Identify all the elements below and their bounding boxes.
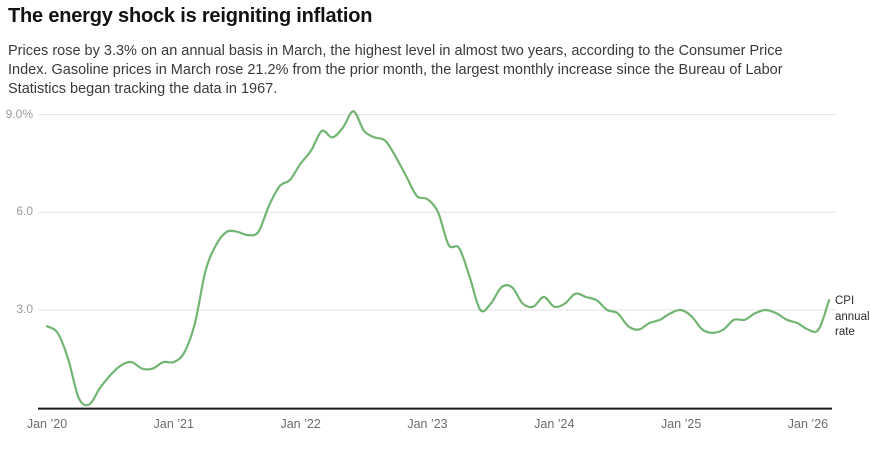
cpi-line: [45, 110, 831, 407]
chart-dek: Prices rose by 3.3% on an annual basis i…: [8, 42, 783, 99]
x-tick-label: Jan ’21: [153, 417, 194, 431]
dek-line-2: Index. Gasoline prices in March rose 21.…: [8, 62, 783, 78]
x-tick-label: Jan ’23: [407, 417, 448, 431]
x-tick-label: Jan ’24: [534, 417, 575, 431]
dek-line-1: Prices rose by 3.3% on an annual basis i…: [8, 43, 783, 59]
y-tick-label: 9.0%: [5, 106, 33, 121]
y-tick-label: 3.0: [16, 302, 33, 316]
x-tick-label: Jan ’26: [787, 417, 829, 431]
x-tick-label: Jan ’22: [280, 417, 321, 431]
dek-line-3: Statistics began tracking the data in 19…: [8, 81, 278, 97]
x-tick-label: Jan ’20: [26, 417, 68, 431]
y-tick-label: 6.0: [16, 204, 33, 219]
x-tick-label: Jan ’25: [660, 417, 702, 431]
chart-title: The energy shock is reigniting inflation: [8, 5, 373, 27]
series-end-label: CPI annual rate: [835, 295, 870, 338]
